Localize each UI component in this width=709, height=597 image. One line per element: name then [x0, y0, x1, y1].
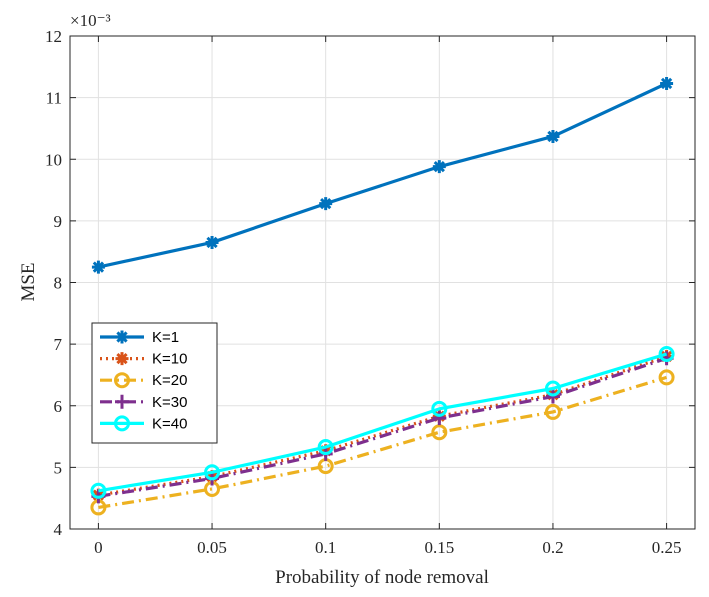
x-tick-label: 0.15	[424, 538, 454, 557]
legend-label: K=30	[152, 394, 187, 411]
series-K=1	[91, 76, 674, 274]
asterisk-marker	[432, 160, 446, 174]
series-line	[98, 354, 668, 497]
circle-marker	[204, 464, 221, 481]
x-tick-label: 0.2	[542, 538, 563, 557]
legend-label: K=40	[152, 415, 187, 432]
y-tick-label: 12	[45, 27, 62, 46]
y-tick-label: 4	[54, 520, 63, 539]
circle-marker	[114, 415, 130, 432]
circle-marker	[317, 439, 334, 456]
legend-label: K=1	[152, 329, 179, 346]
asterisk-marker	[546, 129, 560, 143]
asterisk-marker	[205, 235, 219, 249]
y-tick-label: 5	[54, 458, 63, 477]
plus-marker	[115, 394, 129, 409]
y-tick-label: 11	[46, 89, 62, 108]
circle-marker	[90, 482, 107, 499]
x-tick-label: 0.05	[197, 538, 227, 557]
y-tick-label: 7	[54, 335, 63, 354]
y-axis-exponent: ×10⁻³	[70, 11, 111, 30]
series-line	[98, 82, 668, 269]
asterisk-marker	[319, 197, 333, 211]
y-tick-label: 6	[54, 397, 63, 416]
x-tick-label: 0	[94, 538, 103, 557]
x-axis-label: Probability of node removal	[275, 567, 489, 588]
legend-label: K=20	[152, 372, 187, 389]
y-tick-label: 8	[54, 274, 63, 293]
circle-marker	[544, 403, 561, 420]
y-axis-label: MSE	[18, 262, 39, 301]
series-K=40	[90, 345, 675, 499]
circle-marker	[658, 369, 675, 386]
asterisk-marker	[660, 76, 674, 90]
y-tick-label: 10	[45, 150, 62, 169]
plus-marker	[545, 389, 560, 404]
legend-label: K=10	[152, 351, 187, 368]
circle-marker	[544, 380, 561, 397]
asterisk-marker	[115, 352, 129, 366]
axes: 0 0.05 0.1 0.15 0.2 0.25 4 5 6 7 8 9 10 11 12	[45, 27, 695, 557]
circle-marker	[114, 372, 130, 389]
legend-item-K=20[interactable]: K=20	[100, 372, 187, 389]
x-tick-label: 0.1	[315, 538, 336, 557]
asterisk-marker	[91, 260, 105, 274]
legend-item-K=30[interactable]: K=30	[100, 394, 187, 411]
circle-marker	[658, 345, 675, 362]
legend[interactable]: K=1 K=10 K=20 K=30 K=40	[91, 322, 218, 444]
plus-marker	[432, 411, 447, 426]
circle-marker	[431, 400, 448, 417]
legend-item-K=40[interactable]: K=40	[100, 415, 187, 432]
series-line	[98, 352, 668, 493]
y-tick-label: 9	[54, 212, 63, 231]
series-layer	[90, 76, 675, 516]
legend-item-K=10[interactable]: K=10	[100, 351, 187, 368]
series-line	[98, 375, 668, 510]
circle-marker	[431, 424, 448, 441]
legend-item-K=1[interactable]: K=1	[100, 329, 179, 346]
asterisk-marker	[115, 330, 129, 344]
series-line	[98, 356, 668, 498]
x-tick-label: 0.25	[652, 538, 682, 557]
